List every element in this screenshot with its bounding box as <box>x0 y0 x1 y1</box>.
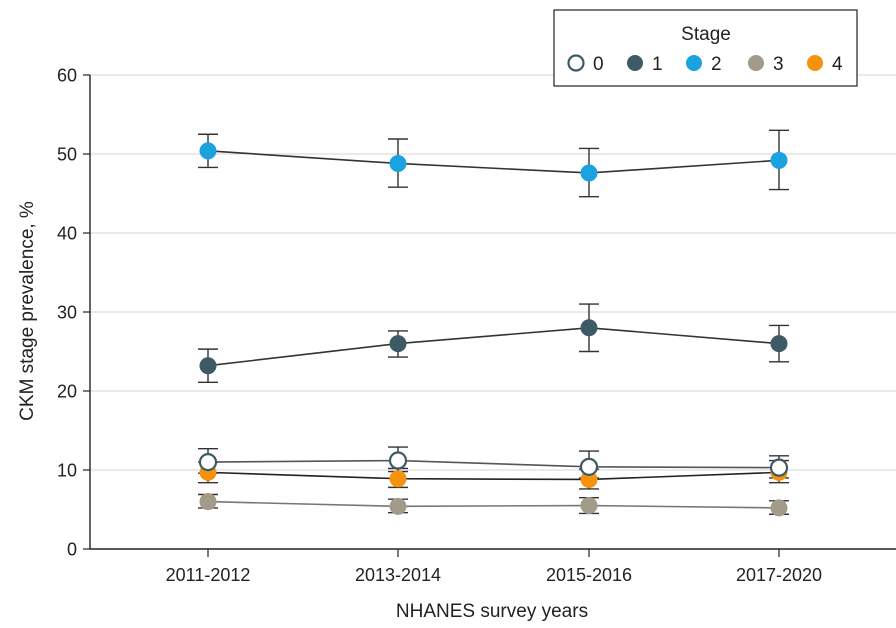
series-line-4 <box>207 471 780 481</box>
legend-label-stage-3: 3 <box>773 54 784 75</box>
data-point-stage-2 <box>199 142 217 160</box>
data-point-stage-0 <box>579 457 599 476</box>
legend-marker-stage-1 <box>627 55 643 71</box>
series-line-0 <box>207 459 780 469</box>
data-point-stage-0 <box>388 451 408 470</box>
legend-title: Stage <box>681 24 731 45</box>
y-tick-label: 30 <box>57 303 77 323</box>
y-axis-label: CKM stage prevalence, % <box>17 201 38 421</box>
y-tick-label: 0 <box>67 540 77 560</box>
data-point-stage-3 <box>580 497 598 515</box>
series-line-1 <box>207 326 780 367</box>
series-line-3 <box>207 500 780 509</box>
data-point-stage-2 <box>580 164 598 182</box>
legend-marker-stage-0 <box>567 54 585 72</box>
grid <box>90 74 896 471</box>
axes: 0 10 20 30 40 50 60 2011-2012 2013-2014 2015-2016… <box>57 66 896 585</box>
legend-items: 0 1 2 3 4 <box>567 54 843 75</box>
data-point-stage-3 <box>199 493 217 511</box>
y-tick-label: 20 <box>57 382 77 402</box>
legend-marker-stage-4 <box>807 55 823 71</box>
x-tick-label: 2011-2012 <box>166 565 251 585</box>
data-point-stage-4 <box>389 470 407 488</box>
x-tick-label: 2013-2014 <box>355 565 441 585</box>
y-tick-label: 40 <box>57 224 77 244</box>
x-tick-label: 2015-2016 <box>546 565 632 585</box>
legend-marker-stage-2 <box>686 55 702 71</box>
x-axis-label: NHANES survey years <box>396 601 588 622</box>
legend-marker-stage-3 <box>748 55 764 71</box>
series-line-2 <box>207 150 780 174</box>
data-point-stage-0 <box>769 458 789 477</box>
legend-label-stage-0: 0 <box>593 54 604 75</box>
y-tick-label: 50 <box>57 145 77 165</box>
legend: Stage 0 1 2 3 4 <box>553 9 858 87</box>
data-point-stage-1 <box>770 335 788 353</box>
data-point-stage-2 <box>770 151 788 169</box>
data-point-stage-1 <box>199 357 217 375</box>
data-point-stage-2 <box>389 154 407 172</box>
legend-label-stage-4: 4 <box>832 54 843 75</box>
data-point-stage-3 <box>389 497 407 515</box>
series-layer <box>198 129 789 517</box>
data-point-stage-0 <box>198 453 218 472</box>
x-tick-label: 2017-2020 <box>736 565 822 585</box>
legend-box <box>553 9 858 87</box>
legend-label-stage-2: 2 <box>711 54 722 75</box>
y-tick-label: 10 <box>57 461 77 481</box>
legend-label-stage-1: 1 <box>652 54 663 75</box>
data-point-stage-1 <box>389 335 407 353</box>
y-tick-label: 60 <box>57 66 77 86</box>
data-point-stage-3 <box>770 499 788 517</box>
data-point-stage-1 <box>580 319 598 337</box>
